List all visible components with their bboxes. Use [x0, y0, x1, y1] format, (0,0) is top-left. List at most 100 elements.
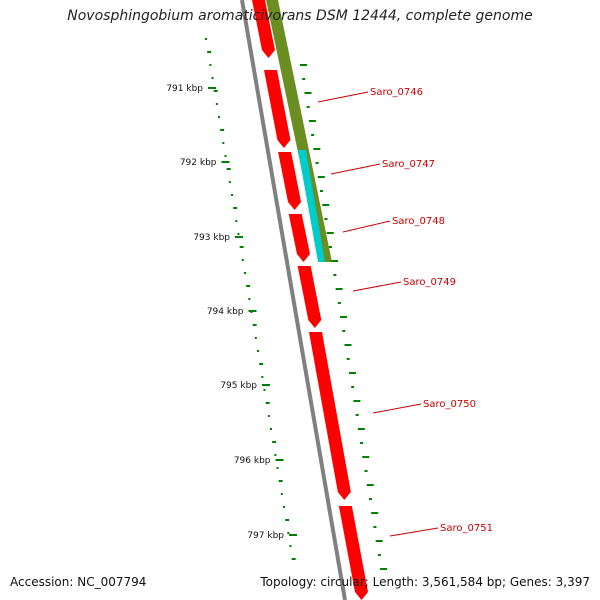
- scale-label: 795 kbp: [220, 381, 257, 391]
- gc-inner-track: [205, 38, 296, 560]
- gene-leader-line: [372, 403, 422, 414]
- gc-mark: [213, 90, 218, 92]
- olive-feature: [266, 0, 332, 262]
- gc-mark: [215, 103, 218, 105]
- gc-mark: [209, 64, 212, 66]
- gc-mark: [237, 233, 240, 235]
- gene-label: Saro_0746: [370, 87, 423, 98]
- gc-mark: [360, 442, 364, 444]
- gc-mark: [348, 372, 356, 374]
- cds-arrow: [297, 266, 322, 328]
- gc-mark: [311, 134, 315, 136]
- gc-mark: [265, 402, 270, 404]
- gene-label: Saro_0748: [392, 216, 445, 227]
- gc-mark: [233, 207, 238, 209]
- gc-mark: [274, 454, 277, 456]
- gc-mark: [246, 285, 251, 287]
- cds-arrow: [308, 332, 351, 500]
- gc-mark: [257, 350, 259, 352]
- gc-mark: [205, 38, 207, 40]
- gc-mark: [304, 92, 312, 94]
- gc-mark: [364, 470, 368, 472]
- gc-mark: [272, 441, 277, 443]
- gc-mark: [328, 246, 332, 248]
- genome-summary: Topology: circular; Length: 3,561,584 bp…: [260, 575, 590, 589]
- gc-mark: [317, 176, 325, 178]
- gc-mark: [235, 220, 238, 222]
- cyan-feature: [298, 150, 325, 262]
- scale-tick: [235, 236, 243, 238]
- gc-mark: [291, 558, 296, 560]
- gc-mark: [377, 554, 381, 556]
- gc-mark: [211, 77, 214, 79]
- gc-mark: [340, 316, 348, 318]
- gc-mark: [263, 389, 266, 391]
- gc-mark: [333, 274, 337, 276]
- gc-mark: [287, 532, 290, 534]
- cds-arrow: [264, 70, 291, 148]
- gc-mark: [375, 540, 383, 542]
- scale-label: 794 kbp: [207, 307, 244, 317]
- cds-arrow: [252, 0, 275, 58]
- gc-mark: [300, 64, 307, 66]
- gc-mark: [280, 493, 283, 495]
- gc-mark: [351, 386, 355, 388]
- gene-leader-line: [352, 281, 402, 292]
- cds-track: [252, 0, 368, 600]
- gene-label: Saro_0749: [403, 277, 456, 288]
- gene-labels: Saro_0746 Saro_0747 Saro_0748 Saro_0749 Saro…: [317, 87, 493, 537]
- gc-mark: [331, 260, 339, 262]
- gc-mark: [366, 484, 374, 486]
- gc-mark: [248, 298, 251, 300]
- gc-mark: [289, 545, 292, 547]
- gc-mark: [322, 204, 330, 206]
- gc-mark: [342, 330, 346, 332]
- scale-tick: [289, 534, 297, 536]
- scale-label: 791 kbp: [166, 84, 203, 94]
- gene-leader-line: [342, 220, 391, 233]
- gc-mark: [313, 148, 321, 150]
- accession-text: Accession: NC_007794: [10, 575, 147, 589]
- gc-mark: [326, 232, 334, 234]
- gc-mark: [283, 506, 285, 508]
- gc-mark: [244, 272, 246, 274]
- scale-tick: [248, 310, 257, 312]
- gc-mark: [302, 78, 306, 80]
- gene-leader-line: [317, 91, 369, 103]
- scale-label: 797 kbp: [247, 531, 284, 541]
- gc-mark: [226, 168, 231, 170]
- gc-mark: [254, 337, 257, 339]
- gc-mark: [239, 246, 244, 248]
- gene-label: Saro_0751: [440, 523, 493, 534]
- genome-title: Novosphingobium aromaticivorans DSM 1244…: [67, 8, 533, 24]
- gc-mark: [241, 259, 244, 261]
- gc-mark: [308, 120, 316, 122]
- scale-tick: [262, 384, 270, 386]
- gc-mark: [371, 512, 379, 514]
- gc-mark: [228, 181, 231, 183]
- gc-mark: [335, 288, 343, 290]
- gc-mark: [353, 400, 361, 402]
- scale-tick: [221, 161, 230, 163]
- gc-mark: [207, 51, 212, 53]
- gc-mark: [267, 415, 270, 417]
- gc-mark: [224, 155, 227, 157]
- gc-mark: [231, 194, 233, 196]
- cds-arrow: [278, 152, 302, 210]
- gc-mark: [276, 467, 279, 469]
- gc-mark: [252, 324, 257, 326]
- gc-mark: [220, 129, 225, 131]
- gene-leader-line: [330, 163, 381, 175]
- cds-arrow: [288, 214, 310, 262]
- gc-mark: [373, 526, 377, 528]
- gene-label: Saro_0750: [423, 399, 476, 410]
- scale-tick: [208, 87, 216, 89]
- scale-label: 796 kbp: [234, 456, 271, 466]
- scale-labels: 791 kbp 792 kbp 793 kbp 794 kbp 795 kbp 796 k…: [166, 84, 297, 541]
- gc-mark: [368, 498, 372, 500]
- cds-arrow: [338, 506, 368, 600]
- gc-mark: [357, 428, 365, 430]
- gc-mark: [380, 568, 388, 570]
- scale-label: 792 kbp: [180, 158, 217, 168]
